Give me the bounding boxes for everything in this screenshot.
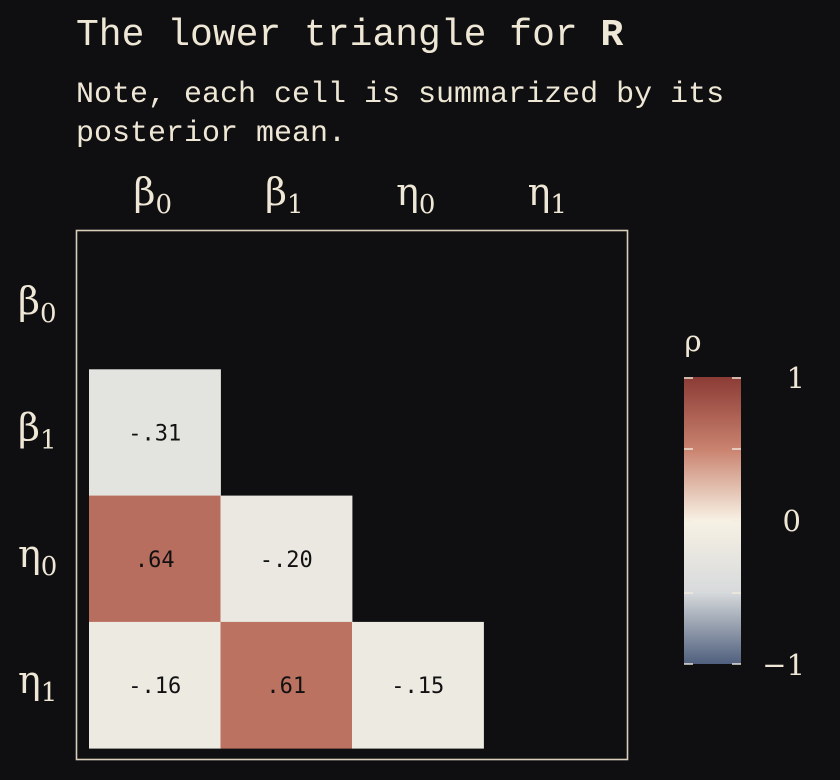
colorbar-label-1: 1: [787, 361, 805, 395]
column-label-3-base: η: [528, 170, 551, 214]
colorbar-label-neg1: −1: [762, 648, 805, 682]
row-label-3-base: η: [18, 658, 41, 702]
colorbar-gradient: [684, 377, 741, 664]
heatmap-cell-r3-c0: [89, 621, 221, 749]
column-label-2-base: η: [396, 170, 419, 214]
heatmap-cells-group: -.31 .64 -.20 -.16 .61 -.15: [89, 369, 484, 749]
column-label-1-base: β: [265, 170, 287, 214]
row-label-2-base: η: [18, 532, 41, 576]
column-label-1-subscript: 1: [287, 190, 304, 220]
heatmap-cell-label-r2-c0: .64: [135, 548, 175, 573]
chart-subtitle: Note, each cell is summarized by its pos…: [76, 78, 725, 151]
row-label-3: η1: [18, 658, 57, 708]
heatmap-cell-label-r3-c1: .61: [266, 674, 306, 699]
colorbar-label-0: 0: [783, 504, 801, 538]
row-label-0-subscript: 0: [40, 299, 57, 329]
row-label-0-base: β: [18, 279, 40, 323]
column-label-2-subscript: 0: [419, 190, 436, 220]
heatmap-cell-r3-c2: [352, 621, 484, 749]
row-label-1-base: β: [18, 405, 40, 449]
heatmap-cell-r2-c1: [220, 495, 353, 623]
column-label-1: β1: [265, 170, 304, 220]
heatmap-cell-label-r3-c0: -.16: [128, 674, 181, 699]
column-label-3: η1: [528, 170, 567, 220]
column-label-2: η0: [396, 170, 435, 220]
heatmap-cell-label-r1-c0: -.31: [128, 421, 181, 446]
colorbar-group: ρ 1 0 −1: [684, 324, 805, 682]
row-label-0: β0: [18, 279, 57, 329]
chart-title: The lower triangle for R: [76, 12, 623, 60]
heatmap-cell-r1-c0: [89, 369, 221, 496]
column-labels-group: β0 β1 η0 η1: [133, 170, 566, 220]
colorbar-title: ρ: [684, 324, 701, 358]
column-label-3-subscript: 1: [550, 190, 567, 220]
column-label-0: β0: [133, 170, 172, 220]
row-label-2: η0: [18, 532, 57, 582]
plot-frame: [75, 229, 629, 761]
row-label-1: β1: [18, 405, 57, 455]
chart-title-text: The lower triangle for: [76, 14, 601, 57]
heatmap-cell-label-r2-c1: -.20: [260, 548, 313, 573]
row-label-2-subscript: 0: [41, 552, 58, 582]
column-label-0-base: β: [133, 170, 155, 214]
column-label-0-subscript: 0: [155, 190, 172, 220]
colorbar-ticks: [684, 377, 741, 665]
row-label-1-subscript: 1: [40, 425, 57, 455]
heatmap-cell-r2-c0: [89, 495, 221, 623]
row-label-3-subscript: 1: [41, 678, 58, 708]
heatmap-cell-r3-c1: [220, 621, 353, 749]
heatmap-cell-label-r3-c2: -.15: [391, 674, 444, 699]
chart-title-bold-r: R: [600, 14, 624, 57]
